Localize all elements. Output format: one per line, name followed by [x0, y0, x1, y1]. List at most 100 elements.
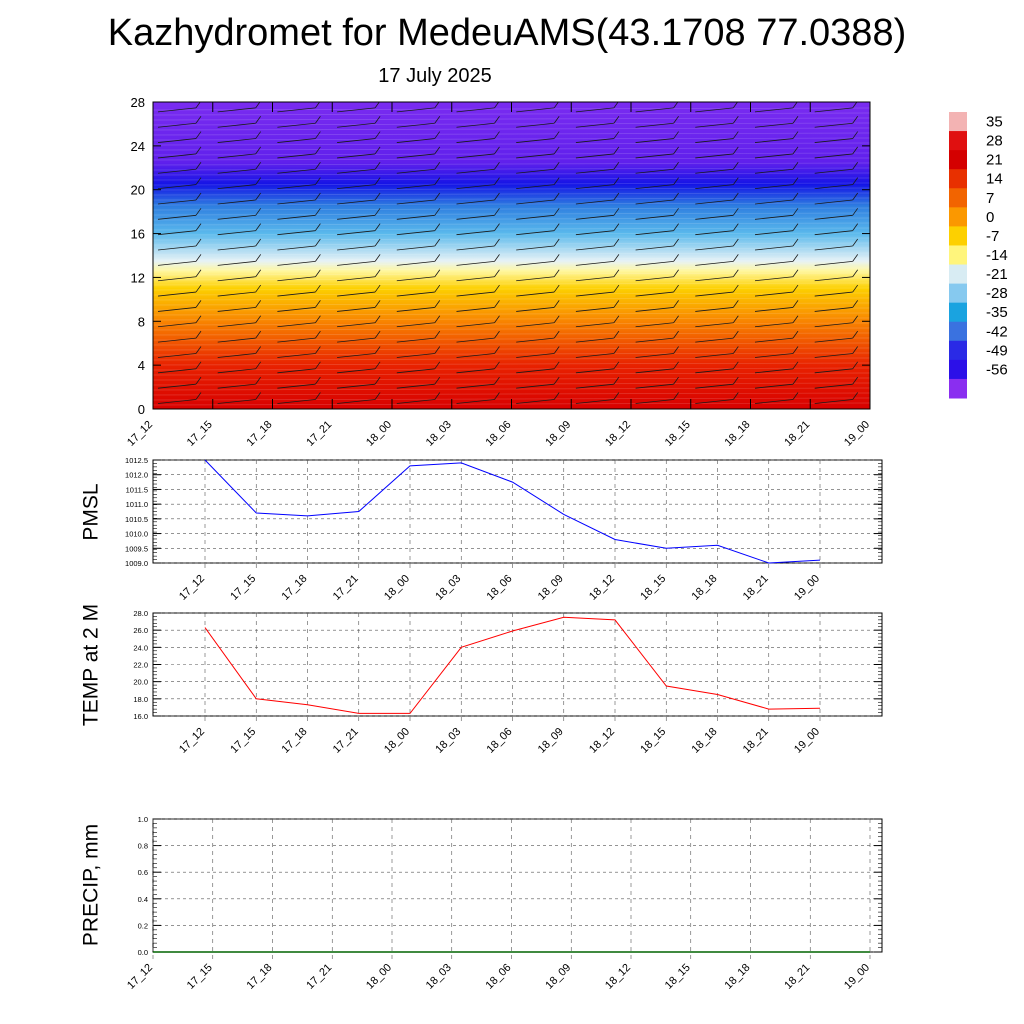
wind-barb-flag	[374, 269, 381, 277]
wind-barb	[575, 230, 614, 236]
heatmap-field	[153, 102, 870, 409]
heatmap-contours	[153, 107, 870, 406]
contour-line	[153, 237, 870, 241]
wind-barb	[754, 168, 794, 174]
wind-barb-flag	[195, 330, 202, 339]
x-tick-label: 18_18	[723, 419, 753, 449]
wind-barb	[516, 353, 555, 358]
wind-barb-flag	[434, 284, 441, 293]
y-tick-label: 1010.5	[125, 515, 148, 524]
wind-barb-flag	[912, 116, 917, 123]
wind-barb-flag	[792, 330, 799, 339]
x-tick-label: 18_03	[424, 962, 454, 992]
wind-barb	[516, 276, 555, 282]
contour-line	[153, 127, 870, 131]
colorbar-label: 21	[986, 152, 1003, 169]
colorbar-label: -21	[986, 266, 1008, 283]
wind-barb-flag	[613, 192, 620, 201]
wind-barb-flag	[374, 300, 381, 308]
wind-barb	[575, 260, 614, 266]
wind-barb	[456, 260, 495, 266]
wind-barb-flag	[195, 238, 202, 247]
contour-line	[153, 257, 870, 261]
y-tick-label: 8	[138, 314, 145, 329]
wind-barb	[575, 138, 614, 143]
wind-barb	[695, 353, 734, 358]
wind-barb-flag	[315, 315, 321, 324]
wind-barb	[635, 368, 674, 374]
wind-barb-flag	[613, 315, 620, 324]
x-tick-label: 18_15	[638, 573, 668, 603]
wind-barb-flag	[673, 177, 679, 185]
wind-barb	[754, 199, 794, 205]
wind-barb-flag	[852, 208, 859, 216]
wind-barb	[575, 245, 614, 251]
wind-barb	[754, 276, 794, 282]
x-tick-label: 17_21	[331, 573, 361, 603]
wind-barb-flag	[374, 361, 381, 370]
x-tick-label: 17_18	[245, 419, 275, 449]
wind-barb-flag	[374, 208, 381, 216]
wind-barb	[695, 260, 734, 266]
wind-barb	[814, 138, 853, 143]
wind-barb-flag	[732, 238, 739, 247]
wind-barb	[516, 168, 555, 174]
wind-barb-flag	[792, 146, 799, 155]
wind-barb	[396, 199, 435, 205]
wind-barb-flag	[792, 238, 799, 247]
wind-barb	[814, 184, 853, 190]
contour-line	[153, 342, 870, 346]
wind-barb-flag	[792, 361, 799, 370]
wind-barb	[157, 353, 197, 358]
wind-barb-flag	[195, 269, 202, 277]
wind-barb-flag	[673, 361, 679, 370]
x-tick-label: 17_18	[280, 573, 310, 603]
wind-barb-flag	[852, 346, 859, 354]
wind-barb	[456, 138, 495, 143]
wind-barb	[157, 214, 197, 220]
wind-barb-flag	[792, 346, 799, 354]
wind-barb	[277, 368, 316, 374]
wind-barb	[337, 322, 376, 328]
wind-barb	[157, 260, 197, 266]
wind-barb-flag	[374, 254, 381, 262]
wind-barb-flag	[673, 315, 679, 324]
wind-barb-flag	[553, 269, 560, 277]
wind-barb-flag	[852, 330, 859, 339]
wind-barb-flag	[553, 392, 560, 400]
wind-barb	[337, 107, 376, 113]
wind-barb-flag	[553, 346, 560, 354]
wind-barb	[695, 230, 734, 236]
y-tick-label: 1010.0	[125, 530, 148, 539]
wind-barb	[456, 153, 495, 159]
wind-barb	[695, 107, 734, 113]
wind-barb	[814, 168, 853, 174]
x-tick-label: 18_12	[587, 726, 617, 756]
wind-barb-flag	[912, 377, 917, 384]
wind-barb-flag	[553, 131, 560, 139]
wind-barb	[874, 154, 912, 158]
wind-barb-flag	[255, 269, 262, 277]
wind-barb	[575, 122, 614, 128]
wind-barb-flag	[732, 192, 739, 201]
contour-line	[153, 117, 870, 121]
wind-barb-flag	[553, 115, 560, 124]
contour-line	[153, 352, 870, 356]
wind-barb	[575, 322, 614, 328]
colorbar-label: 7	[986, 190, 994, 207]
wind-barb	[396, 337, 435, 343]
wind-barb	[635, 291, 674, 297]
wind-barb-flag	[613, 376, 620, 385]
wind-barb	[754, 399, 794, 404]
colorbar-label: -35	[986, 304, 1008, 321]
wind-barb	[874, 200, 912, 204]
y-tick-label: 1.0	[138, 815, 148, 824]
wind-barb-flag	[673, 238, 679, 247]
wind-barb	[217, 245, 256, 251]
colorbar-swatch	[949, 150, 967, 170]
wind-barb	[754, 184, 794, 190]
colorbar-label: -56	[986, 361, 1008, 378]
wind-barb-flag	[315, 177, 321, 185]
wind-barb-flag	[732, 330, 739, 339]
